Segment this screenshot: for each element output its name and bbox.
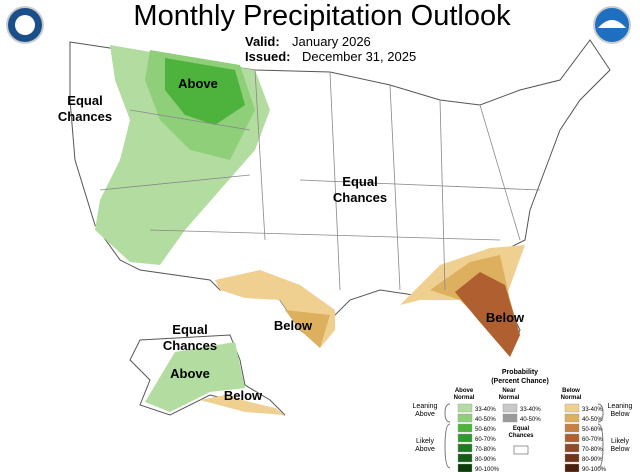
legend-range: 33-40% <box>475 407 496 413</box>
legend-swatch <box>564 413 580 423</box>
map-label: Below <box>224 388 263 403</box>
legend-swatch <box>502 403 518 413</box>
legend-range: 80-90% <box>582 457 603 463</box>
legend-swatch <box>457 453 473 463</box>
commerce-logo-inner <box>15 15 35 35</box>
legend-side: Above <box>415 411 435 418</box>
legend-brace <box>597 403 604 469</box>
legend-swatch <box>457 413 473 423</box>
legend-range: 40-50% <box>520 417 541 423</box>
legend-swatch <box>457 433 473 443</box>
legend-range: 60-70% <box>582 437 603 443</box>
map-label: Above <box>178 76 218 91</box>
map-label: Equal <box>67 93 102 108</box>
map-label: Equal <box>342 174 377 189</box>
legend-swatch <box>564 403 580 413</box>
legend-range: 40-50% <box>582 417 603 423</box>
legend-swatch <box>564 423 580 433</box>
legend-range: 50-60% <box>475 427 496 433</box>
legend-range: 33-40% <box>582 407 603 413</box>
legend-swatch <box>564 463 580 472</box>
legend-heading: Below <box>562 388 580 394</box>
above-33-ak <box>145 342 245 412</box>
map-label: Below <box>486 310 525 325</box>
valid-label: Valid: <box>245 34 280 49</box>
legend-swatch <box>564 433 580 443</box>
legend-side: Below <box>610 446 630 453</box>
legend-heading: Near <box>502 388 516 394</box>
legend-range: 70-80% <box>582 447 603 453</box>
below-60-se <box>455 272 520 357</box>
below-40-tx <box>285 310 330 348</box>
legend-range: 70-80% <box>475 447 496 453</box>
noaa-logo-bird <box>598 20 626 28</box>
legend-side: Leaning <box>608 403 633 410</box>
map-label: Chances <box>333 190 387 205</box>
map-label: Chances <box>58 109 112 124</box>
legend-side: Below <box>610 411 630 418</box>
legend-swatch <box>564 443 580 453</box>
legend-swatch <box>564 453 580 463</box>
issued-label: Issued: <box>245 49 291 64</box>
legend-range: 40-50% <box>475 417 496 423</box>
map-label: Equal <box>172 322 207 337</box>
legend-range: 80-90% <box>475 457 496 463</box>
legend-brace <box>444 403 451 469</box>
legend-range: 33-40% <box>520 407 541 413</box>
map-label: Above <box>170 366 210 381</box>
map-label: Chances <box>163 338 217 353</box>
legend-range: 60-70% <box>475 437 496 443</box>
equal-swatch <box>513 445 529 455</box>
legend-title: Probability <box>502 369 538 376</box>
legend-side: Likely <box>611 438 629 445</box>
above-50 <box>165 58 245 125</box>
legend-range: 90-100% <box>582 467 607 472</box>
legend-swatch <box>457 443 473 453</box>
legend-heading: Normal <box>561 395 582 401</box>
legend-heading: Above <box>455 388 474 394</box>
legend-equal: Chances <box>508 433 534 439</box>
legend-swatch <box>457 403 473 413</box>
legend-swatch <box>457 463 473 472</box>
map-label: Below <box>274 318 313 333</box>
below-33-ak <box>200 395 285 415</box>
legend-title: (Percent Chance) <box>491 378 549 385</box>
legend-range: 90-100% <box>475 467 500 472</box>
legend-equal: Equal <box>513 426 530 432</box>
legend-side: Leaning <box>413 403 438 410</box>
issued-date: December 31, 2025 <box>302 49 416 64</box>
legend-swatch <box>457 423 473 433</box>
valid-date: January 2026 <box>292 34 371 49</box>
legend-heading: Normal <box>499 395 520 401</box>
legend-range: 50-60% <box>582 427 603 433</box>
title: Monthly Precipitation Outlook <box>133 0 511 32</box>
state-lines <box>99 69 541 291</box>
legend-swatch <box>502 413 518 423</box>
legend-heading: Normal <box>454 395 475 401</box>
legend-side: Above <box>415 446 435 453</box>
legend-side: Likely <box>416 438 434 445</box>
